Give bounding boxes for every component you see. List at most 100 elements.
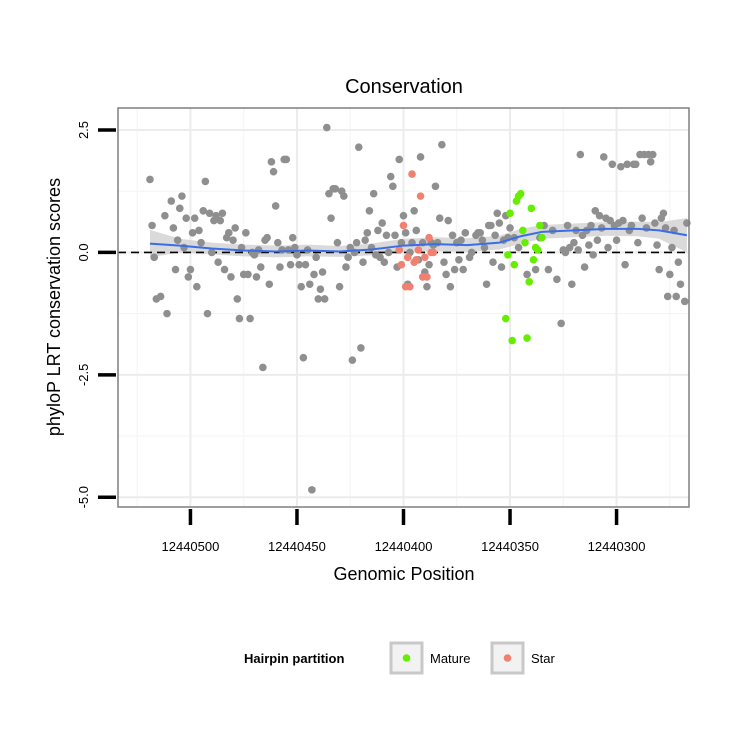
point-other — [623, 160, 632, 169]
point-other — [242, 229, 250, 237]
point-other — [646, 158, 655, 166]
point-other — [363, 229, 372, 237]
point-other — [197, 238, 205, 247]
point-other — [218, 209, 227, 218]
point-other — [493, 209, 502, 218]
point-other — [410, 207, 418, 215]
point-other — [184, 273, 193, 281]
point-other — [207, 248, 216, 257]
point-other — [565, 243, 574, 252]
point-other — [374, 226, 382, 235]
point-other — [655, 265, 663, 274]
point-other — [214, 258, 222, 267]
point-other — [156, 292, 165, 301]
point-other — [651, 219, 659, 227]
point-other — [589, 251, 597, 259]
point-other — [212, 211, 220, 220]
point-other — [359, 258, 367, 267]
point-other — [195, 226, 203, 235]
point-other — [297, 282, 306, 291]
point-other — [668, 243, 676, 252]
point-other — [352, 238, 361, 247]
point-other — [263, 233, 271, 242]
point-other — [680, 297, 689, 306]
point-other — [446, 282, 455, 291]
point-other — [666, 270, 674, 279]
point-other — [448, 231, 457, 240]
point-other — [169, 224, 178, 232]
point-other — [648, 150, 657, 159]
smooth-line-group — [149, 227, 688, 253]
x-axis: 12440500 12440450 12440400 12440350 12440300 — [162, 509, 646, 554]
point-other — [344, 253, 352, 262]
point-star — [403, 253, 412, 262]
point-other — [235, 314, 244, 323]
point-other — [425, 260, 433, 269]
point-star — [399, 221, 408, 230]
point-other — [397, 238, 406, 247]
point-other — [604, 243, 612, 252]
point-other — [487, 221, 495, 230]
point-star — [414, 246, 423, 254]
point-other — [342, 263, 350, 271]
point-other — [190, 214, 199, 222]
point-other — [634, 238, 642, 247]
point-other — [585, 241, 593, 249]
point-other — [205, 209, 214, 218]
legend: Hairpin partition Mature Star — [244, 641, 556, 675]
point-other — [380, 258, 389, 267]
y-tick-label: 0.0 — [76, 243, 91, 261]
point-star — [412, 255, 421, 264]
point-other — [286, 260, 295, 269]
point-other — [599, 153, 608, 161]
point-other — [271, 202, 280, 210]
point-mature — [504, 251, 512, 259]
point-other — [497, 263, 506, 271]
point-other — [476, 229, 485, 237]
point-other — [256, 263, 265, 271]
point-other — [389, 182, 397, 191]
point-other — [491, 231, 499, 240]
point-other — [617, 162, 625, 171]
point-other — [227, 273, 235, 281]
point-other — [320, 295, 329, 303]
point-other — [674, 258, 683, 267]
point-other — [440, 258, 448, 267]
x-tick-label: 12440300 — [588, 539, 646, 554]
y-axis-label: phyloP LRT conservation scores — [44, 178, 64, 436]
point-other — [578, 231, 587, 240]
point-other — [621, 260, 629, 269]
x-tick-label: 12440350 — [481, 539, 539, 554]
point-star — [408, 170, 416, 178]
point-other — [376, 253, 384, 262]
point-other — [291, 243, 299, 252]
point-other — [282, 155, 291, 164]
point-other — [273, 238, 282, 247]
point-other — [299, 353, 308, 362]
point-other — [544, 265, 553, 274]
point-other — [531, 265, 540, 274]
point-other — [203, 309, 212, 318]
point-other — [314, 295, 323, 303]
point-other — [327, 214, 335, 222]
point-other — [288, 233, 297, 242]
point-other — [220, 265, 229, 274]
legend-swatch-mature — [402, 654, 411, 662]
point-other — [163, 309, 171, 318]
point-other — [595, 211, 604, 220]
point-star — [406, 282, 414, 291]
point-other — [495, 219, 504, 227]
point-mature — [516, 189, 525, 198]
x-axis-label: Genomic Position — [333, 564, 474, 584]
point-other — [308, 486, 316, 494]
point-other — [384, 248, 393, 257]
y-tick-label: -2.5 — [76, 364, 91, 386]
point-other — [663, 292, 672, 301]
point-mature — [521, 238, 529, 247]
data-points — [146, 123, 691, 494]
point-other — [391, 231, 399, 240]
point-other — [340, 192, 348, 200]
point-other — [325, 189, 333, 198]
point-other — [269, 167, 278, 176]
